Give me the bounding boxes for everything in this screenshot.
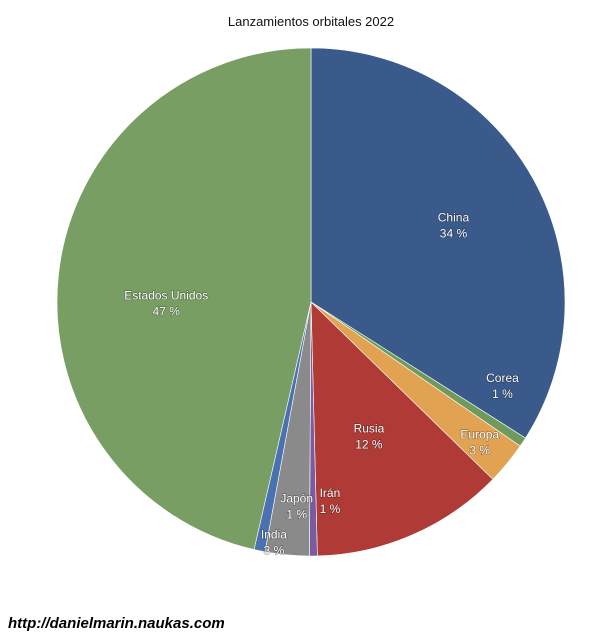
pie-labels: China 34 % Corea 1 % Europa 3 % Rusia 12 % Japón… (124, 210, 520, 558)
slice-percent-label: 3 % (264, 543, 285, 557)
slice-percent-label: 12 % (355, 438, 383, 452)
slice-name-label: Irán (320, 486, 341, 500)
pie-slice-rusia (310, 301, 494, 557)
slice-percent-label: 1 % (286, 508, 307, 522)
slice-name-label: Japón (280, 492, 313, 506)
slice-name-label: Corea (486, 371, 519, 385)
slice-name-label: China (438, 211, 470, 225)
slice-name-label: Estados Unidos (124, 289, 208, 303)
pie-slice-china (310, 47, 566, 439)
slice-name-label: Europa (460, 428, 499, 442)
slice-percent-label: 1 % (320, 502, 341, 516)
slice-percent-label: 3 % (469, 444, 490, 458)
chart-title: Lanzamientos orbitales 2022 (228, 14, 394, 29)
slice-name-label: Rusia (354, 422, 385, 436)
source-credit: http://danielmarin.naukas.com (8, 615, 225, 632)
slice-percent-label: 34 % (440, 227, 468, 241)
pie-slices (56, 47, 566, 557)
slice-name-label: India (261, 527, 287, 541)
slice-percent-label: 1 % (492, 387, 513, 401)
slice-percent-label: 47 % (153, 305, 181, 319)
pie-slice-estados-unidos (56, 47, 312, 550)
